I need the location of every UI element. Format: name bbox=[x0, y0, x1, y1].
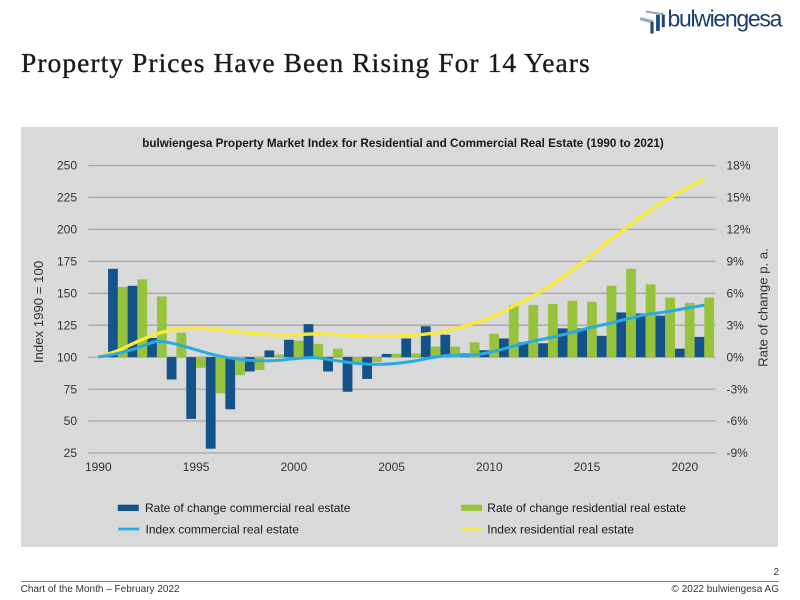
svg-text:175: 175 bbox=[57, 255, 77, 269]
svg-text:200: 200 bbox=[57, 223, 77, 237]
svg-text:150: 150 bbox=[57, 287, 77, 301]
svg-text:Index commercial real estate: Index commercial real estate bbox=[146, 522, 300, 536]
svg-text:50: 50 bbox=[64, 414, 78, 428]
svg-text:125: 125 bbox=[57, 318, 77, 332]
svg-text:15%: 15% bbox=[727, 191, 751, 205]
svg-text:2000: 2000 bbox=[280, 460, 307, 474]
svg-text:2005: 2005 bbox=[378, 460, 405, 474]
svg-text:18%: 18% bbox=[727, 159, 751, 173]
svg-text:25: 25 bbox=[64, 446, 78, 460]
svg-text:9%: 9% bbox=[727, 255, 745, 269]
svg-text:Rate of change commercial real: Rate of change commercial real estate bbox=[145, 501, 351, 515]
svg-text:2020: 2020 bbox=[671, 460, 698, 474]
svg-text:-3%: -3% bbox=[727, 382, 749, 396]
svg-text:225: 225 bbox=[57, 191, 77, 205]
svg-text:250: 250 bbox=[57, 159, 77, 173]
svg-text:3%: 3% bbox=[727, 318, 745, 332]
svg-text:6%: 6% bbox=[727, 287, 745, 301]
svg-text:bulwiengesa: bulwiengesa bbox=[668, 5, 783, 31]
svg-text:2010: 2010 bbox=[476, 460, 503, 474]
svg-text:100: 100 bbox=[57, 350, 77, 364]
svg-text:Index 1990 = 100: Index 1990 = 100 bbox=[31, 261, 46, 363]
svg-text:Rate of change p. a.: Rate of change p. a. bbox=[755, 248, 770, 367]
svg-text:-6%: -6% bbox=[727, 414, 749, 428]
svg-text:12%: 12% bbox=[727, 223, 751, 237]
svg-text:bulwiengesa Property Market In: bulwiengesa Property Market Index for Re… bbox=[142, 137, 664, 150]
svg-text:Rate of change residential rea: Rate of change residential real estate bbox=[487, 501, 686, 515]
svg-text:2015: 2015 bbox=[574, 460, 601, 474]
svg-text:1995: 1995 bbox=[183, 460, 210, 474]
svg-text:0%: 0% bbox=[727, 350, 745, 364]
svg-text:Index residential real estate: Index residential real estate bbox=[487, 522, 634, 536]
svg-text:75: 75 bbox=[64, 382, 78, 396]
svg-text:1990: 1990 bbox=[85, 460, 112, 474]
svg-text:-9%: -9% bbox=[727, 446, 749, 460]
